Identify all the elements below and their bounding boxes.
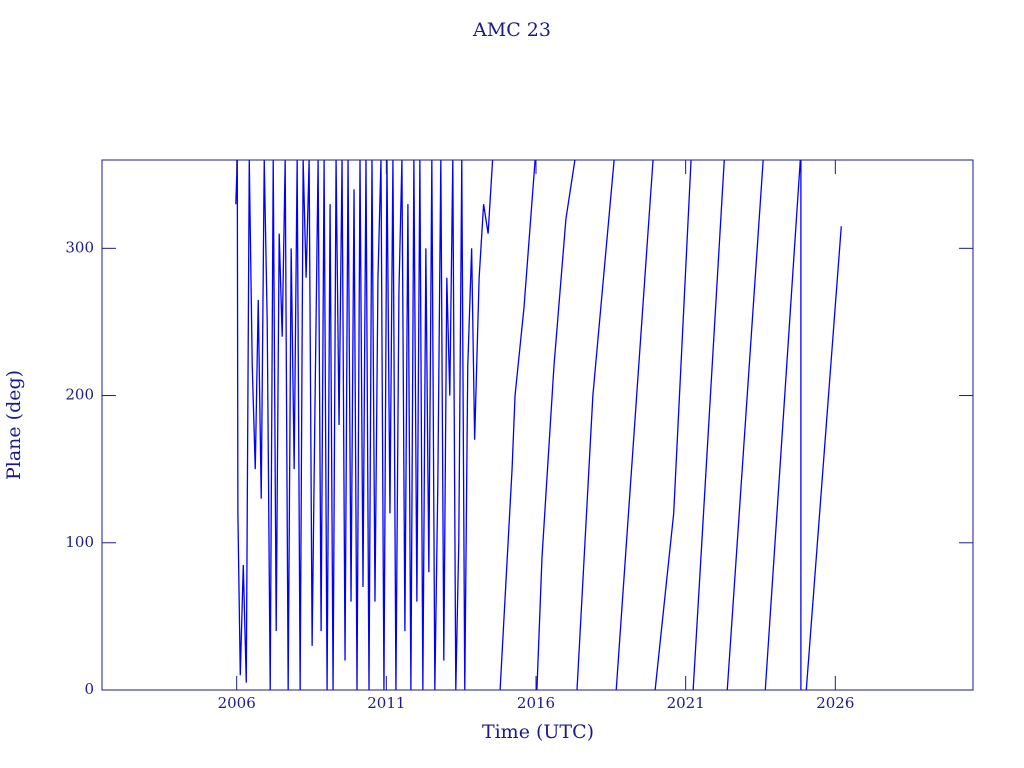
x-tick-label: 2016 [517, 694, 555, 712]
chart-title: AMC 23 [472, 19, 551, 41]
y-tick-label: 200 [65, 386, 94, 404]
data-line [235, 159, 842, 691]
x-tick-label: 2026 [816, 694, 854, 712]
plot-frame [101, 159, 974, 691]
x-axis-label: Time (UTC) [482, 721, 594, 743]
y-tick-label: 100 [65, 533, 94, 551]
x-tick-label: 2021 [667, 694, 705, 712]
y-tick-label: 0 [84, 680, 94, 698]
x-tick-label: 2011 [367, 694, 405, 712]
y-tick-label: 300 [65, 238, 94, 256]
y-axis-label: Plane (deg) [3, 370, 25, 480]
x-tick-label: 2006 [218, 694, 256, 712]
